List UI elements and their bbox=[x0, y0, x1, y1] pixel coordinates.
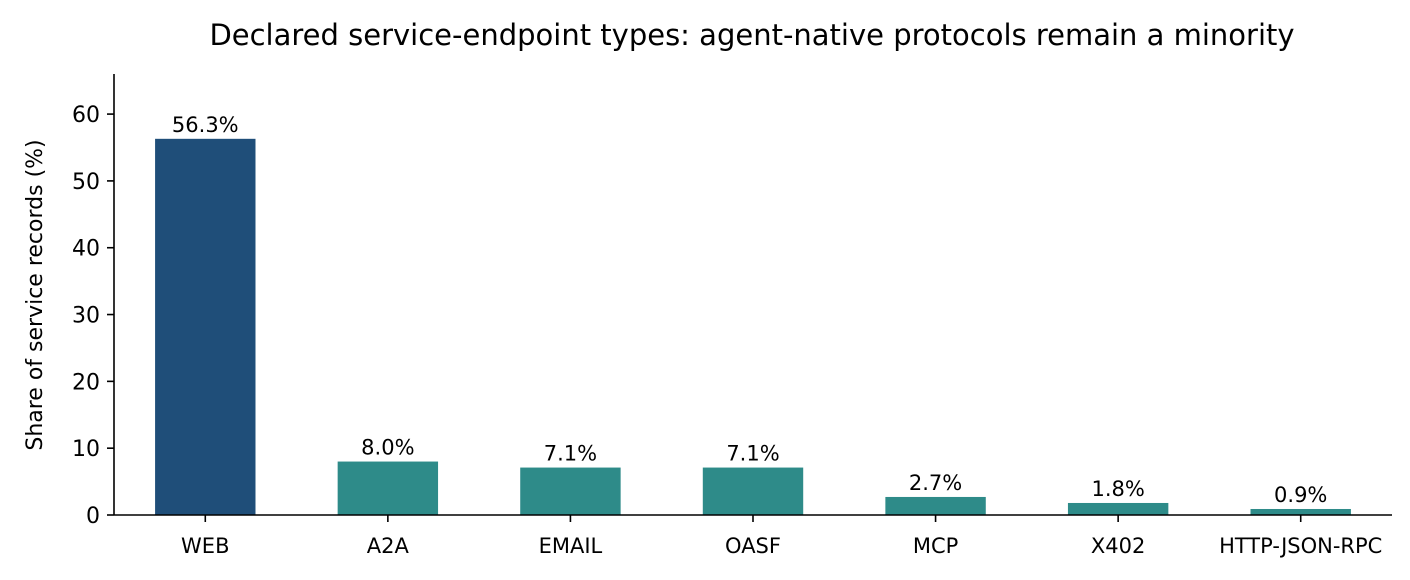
x-tick-label-x402: X402 bbox=[1091, 534, 1145, 558]
y-tick-label: 30 bbox=[72, 304, 100, 329]
x-tick-label-oasf: OASF bbox=[725, 534, 781, 558]
x-tick-label-mcp: MCP bbox=[913, 534, 958, 558]
data-label-x402: 1.8% bbox=[1091, 477, 1144, 501]
x-tick-label-web: WEB bbox=[181, 534, 229, 558]
data-label-a2a: 8.0% bbox=[361, 436, 414, 460]
y-axis-label: Share of service records (%) bbox=[23, 139, 48, 450]
x-axis: WEB A2A EMAIL OASF MCP X402 HTTP-JSON-RPC bbox=[114, 514, 1392, 558]
x-tick-label-a2a: A2A bbox=[367, 534, 410, 558]
bar-email bbox=[520, 467, 621, 515]
y-tick-label: 40 bbox=[72, 237, 100, 262]
chart-title: Declared service-endpoint types: agent-n… bbox=[209, 18, 1294, 52]
bar-a2a bbox=[337, 461, 439, 515]
data-labels-layer: 56.3% 8.0% 7.1% 7.1% 2.7% 1.8% 0.9% bbox=[172, 113, 1327, 507]
bars-layer bbox=[155, 138, 1351, 515]
data-label-email: 7.1% bbox=[544, 442, 597, 466]
y-tick-label: 50 bbox=[72, 170, 100, 195]
bar-http-json-rpc bbox=[1250, 508, 1351, 515]
y-tick-label: 60 bbox=[72, 103, 100, 128]
bar-x402 bbox=[1067, 502, 1169, 515]
y-tick-label: 20 bbox=[72, 370, 100, 395]
y-tick-label: 0 bbox=[86, 504, 100, 529]
bar-oasf bbox=[702, 467, 804, 515]
x-tick-label-http-json-rpc: HTTP-JSON-RPC bbox=[1219, 534, 1382, 558]
y-tick-label: 10 bbox=[72, 437, 100, 462]
bar-web bbox=[155, 138, 256, 515]
y-axis: 0 10 20 30 40 50 60 bbox=[72, 74, 115, 529]
bar-mcp bbox=[885, 496, 986, 515]
data-label-mcp: 2.7% bbox=[909, 471, 962, 495]
data-label-http-json-rpc: 0.9% bbox=[1274, 483, 1327, 507]
x-tick-label-email: EMAIL bbox=[539, 534, 603, 558]
data-label-web: 56.3% bbox=[172, 113, 239, 137]
data-label-oasf: 7.1% bbox=[726, 442, 779, 466]
